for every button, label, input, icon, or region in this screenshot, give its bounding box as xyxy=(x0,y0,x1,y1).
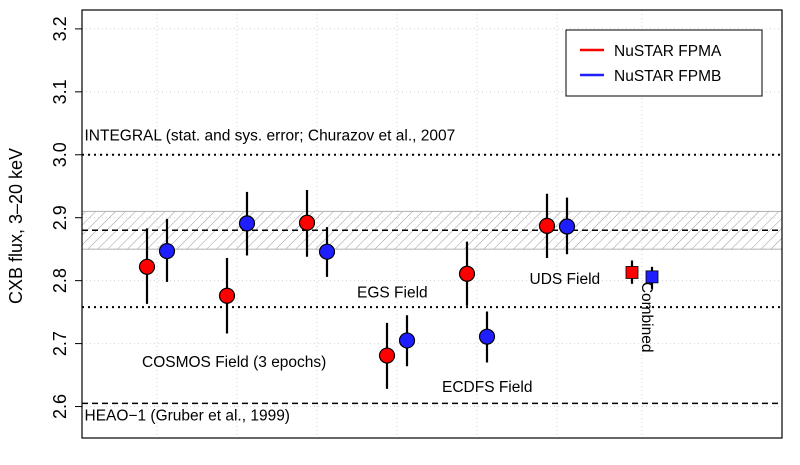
legend-label: NuSTAR FPMA xyxy=(614,43,722,60)
data-point-square xyxy=(645,270,659,284)
data-point xyxy=(158,242,176,260)
data-point xyxy=(218,287,236,304)
reference-lines-layer xyxy=(82,153,782,405)
y-axis-layer: 2.6 2.7 2.8 2.9 3.0 3.1 3.2 CXB flux, 3–20 keV xyxy=(6,16,82,419)
data-points-layer xyxy=(138,190,659,389)
plot-frame xyxy=(81,9,783,439)
y-tick-label: 2.8 xyxy=(50,268,70,293)
plot-frame-layer xyxy=(81,9,783,439)
annotation-label: COSMOS Field (3 epochs) xyxy=(142,354,326,371)
legend-label: NuSTAR FPMB xyxy=(614,68,721,85)
annotation-label: UDS Field xyxy=(530,271,601,288)
y-tick-label: 2.7 xyxy=(50,331,70,356)
data-point xyxy=(458,265,476,282)
data-point xyxy=(478,328,496,345)
data-point xyxy=(378,347,396,364)
y-tick-label: 3.1 xyxy=(50,79,70,104)
annotation-label: INTEGRAL (stat. and sys. error; Churazov… xyxy=(85,127,456,144)
annotation-label: Combined xyxy=(638,282,655,353)
y-tick-label: 2.6 xyxy=(50,394,70,419)
data-point xyxy=(238,215,256,232)
y-tick-label: 3.2 xyxy=(50,16,70,41)
y-tick-label: 2.9 xyxy=(50,205,70,230)
annotation-label: ECDFS Field xyxy=(442,379,532,396)
legend-layer: NuSTAR FPMA NuSTAR FPMB xyxy=(565,29,763,97)
y-tick-label: 3.0 xyxy=(50,142,70,167)
legend-box xyxy=(565,29,763,97)
data-point xyxy=(138,258,156,275)
data-point xyxy=(298,214,316,231)
annotation-label: HEAO−1 (Gruber et al., 1999) xyxy=(85,407,290,424)
data-point xyxy=(538,217,556,234)
grid-layer xyxy=(82,10,782,438)
data-point xyxy=(398,332,416,349)
data-point xyxy=(318,243,336,260)
annotation-label: EGS Field xyxy=(357,285,428,302)
data-point xyxy=(558,218,576,235)
y-axis-label: CXB flux, 3–20 keV xyxy=(6,148,26,304)
data-point-square xyxy=(625,266,639,279)
annotation-layer: INTEGRAL (stat. and sys. error; Churazov… xyxy=(85,127,656,424)
